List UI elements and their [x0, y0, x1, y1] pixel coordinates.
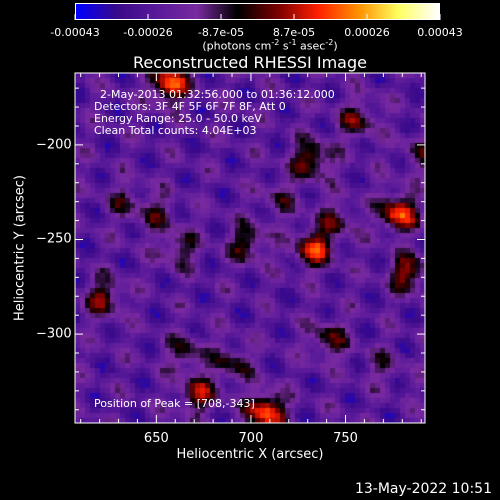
y-tick-label: −300 [36, 326, 72, 342]
x-tick-label: 750 [333, 431, 358, 446]
y-tick-label: −250 [36, 231, 72, 247]
footer-date: 13-May-2022 10:51 [354, 481, 492, 497]
colorbar-tick-label: -8.7e-05 [197, 26, 245, 39]
colorbar-ticks [74, 14, 441, 20]
colorbar-tick-label: -0.00043 [50, 26, 100, 39]
colorbar-units: (photons cm-2 s-1 asec-2) [202, 38, 338, 53]
x-tick-label: 650 [143, 431, 169, 446]
x-axis-label: Heliocentric X (arcsec) [176, 447, 324, 462]
x-tick-label: 700 [238, 431, 264, 446]
colorbar [75, 3, 440, 20]
annotation-total-counts: Clean Total counts: 4.04E+03 [94, 124, 257, 137]
chart-title: Reconstructed RHESSI Image [133, 53, 367, 72]
colorbar-tick-label: 8.7e-05 [272, 26, 316, 39]
colorbar-tick-label: -0.00026 [123, 26, 173, 39]
colorbar-tick-label: 0.00026 [344, 26, 390, 39]
colorbar-tick-label: 0.00043 [417, 26, 463, 39]
y-tick-label: −200 [36, 137, 72, 153]
y-axis-label: Heliocentric Y (arcsec) [12, 175, 28, 321]
colorbar-gradient [76, 4, 439, 19]
annotation-peak-position: Position of Peak = [708,-343] [94, 397, 255, 410]
